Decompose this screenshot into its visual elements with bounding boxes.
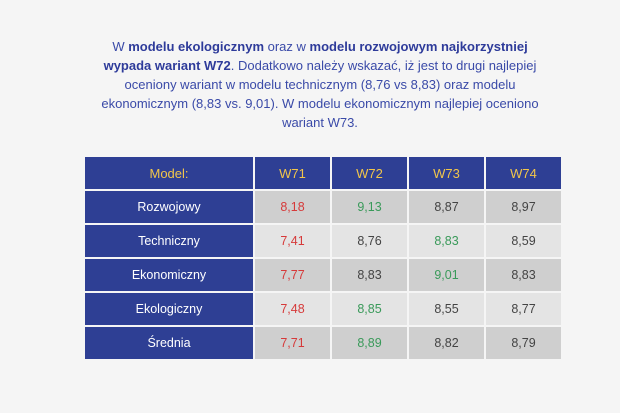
- header-model: Model:: [85, 157, 253, 189]
- table-cell: 9,01: [409, 259, 484, 291]
- summary-part-1: W: [112, 39, 129, 54]
- table-cell: 8,97: [486, 191, 561, 223]
- table-cell: 8,89: [332, 327, 407, 359]
- table-row: Średnia 7,71 8,89 8,82 8,79: [85, 327, 561, 359]
- row-label: Ekologiczny: [85, 293, 253, 325]
- row-label: Ekonomiczny: [85, 259, 253, 291]
- table-cell: 8,83: [409, 225, 484, 257]
- table-cell: 7,41: [255, 225, 330, 257]
- table-cell: 8,83: [486, 259, 561, 291]
- header-w71: W71: [255, 157, 330, 189]
- table-cell: 8,59: [486, 225, 561, 257]
- table-cell: 8,55: [409, 293, 484, 325]
- table-row: Rozwojowy 8,18 9,13 8,87 8,97: [85, 191, 561, 223]
- table-cell: 8,83: [332, 259, 407, 291]
- summary-bold-2: modelu rozwojowym najkorzystniej wypada …: [103, 39, 528, 73]
- table-cell: 8,79: [486, 327, 561, 359]
- table-cell: 8,76: [332, 225, 407, 257]
- table-header-row: Model: W71 W72 W73 W74: [85, 157, 561, 189]
- table-cell: 8,18: [255, 191, 330, 223]
- table-row: Ekonomiczny 7,77 8,83 9,01 8,83: [85, 259, 561, 291]
- table-cell: 7,71: [255, 327, 330, 359]
- table-cell: 8,87: [409, 191, 484, 223]
- summary-part-2: oraz w: [264, 39, 310, 54]
- results-table: Model: W71 W72 W73 W74 Rozwojowy 8,18 9,…: [83, 155, 563, 361]
- row-label: Techniczny: [85, 225, 253, 257]
- table-cell: 8,77: [486, 293, 561, 325]
- table-cell: 8,85: [332, 293, 407, 325]
- table-cell: 8,82: [409, 327, 484, 359]
- table-cell: 7,77: [255, 259, 330, 291]
- header-w73: W73: [409, 157, 484, 189]
- table-cell: 7,48: [255, 293, 330, 325]
- summary-bold-1: modelu ekologicznym: [128, 39, 265, 54]
- summary-text: W modelu ekologicznym oraz w modelu rozw…: [95, 37, 545, 132]
- row-label: Średnia: [85, 327, 253, 359]
- row-label: Rozwojowy: [85, 191, 253, 223]
- header-w72: W72: [332, 157, 407, 189]
- table-cell: 9,13: [332, 191, 407, 223]
- table-row: Ekologiczny 7,48 8,85 8,55 8,77: [85, 293, 561, 325]
- table-row: Techniczny 7,41 8,76 8,83 8,59: [85, 225, 561, 257]
- header-w74: W74: [486, 157, 561, 189]
- summary-part-3: . Dodatkowo należy wskazać, iż jest to d…: [101, 58, 539, 130]
